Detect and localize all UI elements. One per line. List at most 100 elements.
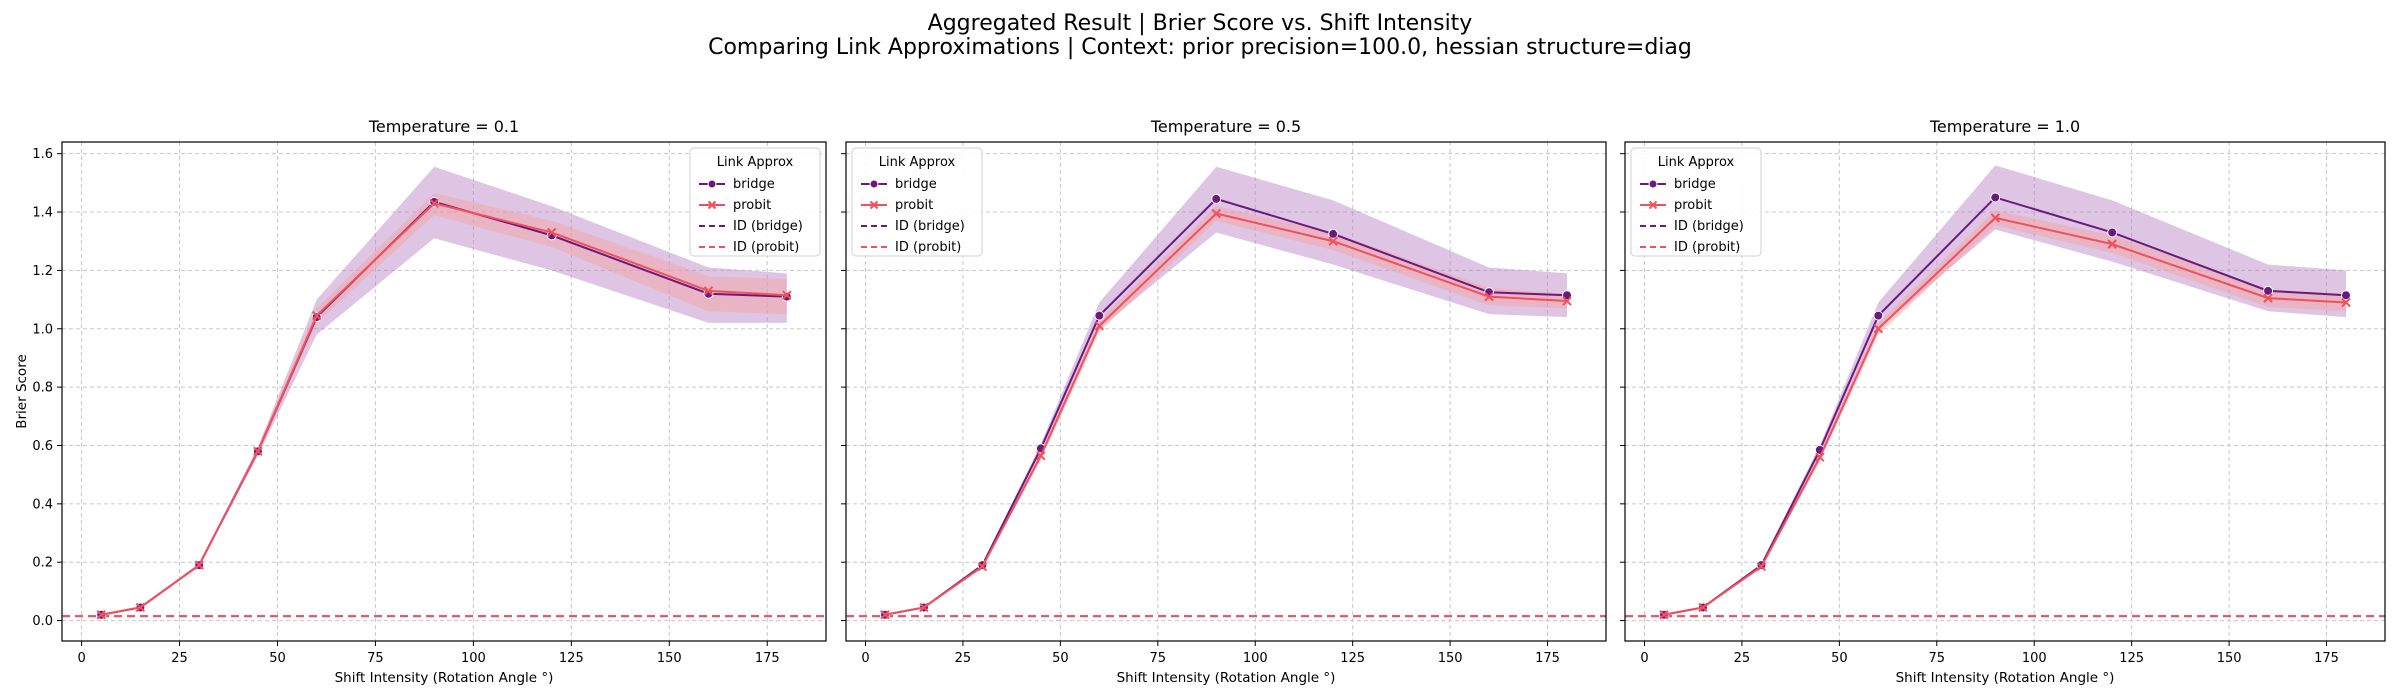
confidence-band-bridge xyxy=(884,166,1568,616)
x-tick-label: 50 xyxy=(1052,651,1069,666)
data-point-probit xyxy=(253,446,263,457)
data-point-bridge xyxy=(1873,310,1884,321)
legend-marker xyxy=(1648,179,1658,189)
x-axis-label: Shift Intensity (Rotation Angle °) xyxy=(335,670,554,686)
data-point-probit xyxy=(1328,236,1338,246)
chart-panel-1: 0 25 50 75 100 125 150 175 0.0 0.2 0.4 0.6 0.8 1.0 1.2… xyxy=(14,117,827,686)
data-point-probit xyxy=(1211,208,1221,219)
legend-marker xyxy=(707,200,717,210)
x-tick-label: 0 xyxy=(1640,651,1648,666)
plot-frame xyxy=(845,141,1607,642)
x-tick-label: 150 xyxy=(657,651,682,666)
legend: Link Approx bridge probit ID (bridge) ID (pr… xyxy=(1630,147,1762,257)
legend-entry-label: ID (probit) xyxy=(733,240,799,255)
y-tick-label: 0.8 xyxy=(32,381,53,396)
data-point-probit xyxy=(977,561,988,572)
y-tick-label: 1.0 xyxy=(32,322,53,337)
legend-entry-label: ID (probit) xyxy=(895,240,961,255)
x-tick-label: 175 xyxy=(755,651,780,666)
x-tick-label: 50 xyxy=(269,651,286,666)
y-tick-label: 1.6 xyxy=(32,147,53,162)
x-tick-label: 25 xyxy=(1734,651,1751,666)
data-point-probit xyxy=(1815,452,1825,462)
legend-entry-label: probit xyxy=(895,198,933,213)
data-point-probit xyxy=(194,560,204,570)
y-axis-label: Brier Score xyxy=(14,354,30,429)
data-point-probit xyxy=(1990,213,2000,223)
chart-panel-2: 0 25 50 75 100 125 150 175 Temperature = 0.5 Shif… xyxy=(841,117,1607,686)
chart-panel-3: 0 25 50 75 100 125 150 175 Temperature = 1.0 Shif… xyxy=(1620,117,2386,686)
data-point-probit xyxy=(547,227,557,238)
x-axis-label: Shift Intensity (Rotation Angle °) xyxy=(1896,670,2115,686)
data-point-probit xyxy=(96,610,106,620)
data-point-bridge xyxy=(1211,193,1222,204)
x-tick-label: 175 xyxy=(1535,651,1560,666)
data-point-probit xyxy=(919,602,929,613)
legend-entry-label: probit xyxy=(733,198,771,213)
plot-frame xyxy=(61,141,827,642)
data-point-probit xyxy=(135,602,146,613)
panel-title: Temperature = 0.5 xyxy=(1150,117,1301,136)
data-point-bridge xyxy=(1094,310,1105,321)
legend-title: Link Approx xyxy=(879,155,956,170)
data-point-probit xyxy=(2263,293,2273,303)
legend-box xyxy=(851,147,983,257)
x-tick-label: 75 xyxy=(367,651,384,666)
legend-marker xyxy=(1648,200,1658,210)
legend-marker xyxy=(869,179,879,189)
legend-title: Link Approx xyxy=(717,155,794,170)
data-point-probit xyxy=(2107,239,2117,249)
x-tick-label: 50 xyxy=(1831,651,1848,666)
confidence-band-probit xyxy=(101,193,787,616)
data-point-probit xyxy=(1756,561,1767,572)
data-point-bridge xyxy=(2263,285,2274,296)
data-point-probit xyxy=(429,198,439,208)
legend: Link Approx bridge probit ID (bridge) ID (pr… xyxy=(851,147,983,257)
x-axis-label: Shift Intensity (Rotation Angle °) xyxy=(1117,670,1336,686)
legend-entry-label: ID (bridge) xyxy=(1674,219,1744,234)
y-tick-label: 0.6 xyxy=(32,439,53,454)
x-tick-label: 75 xyxy=(1150,651,1167,666)
y-tick-label: 0.2 xyxy=(32,556,53,571)
x-tick-label: 75 xyxy=(1929,651,1946,666)
data-point-probit xyxy=(880,610,890,620)
legend-entry-label: bridge xyxy=(1674,177,1716,192)
confidence-band-bridge xyxy=(1663,165,2347,616)
plot-frame xyxy=(1624,141,2386,642)
figure-subtitle: Comparing Link Approximations | Context:… xyxy=(708,35,1692,60)
x-tick-label: 100 xyxy=(2022,651,2047,666)
x-tick-label: 0 xyxy=(77,651,85,666)
data-point-probit xyxy=(1036,450,1046,461)
data-point-probit xyxy=(1698,602,1708,613)
data-point-bridge xyxy=(781,291,792,302)
y-tick-label: 1.2 xyxy=(32,264,53,279)
legend: Link Approx bridge probit ID (bridge) ID (pr… xyxy=(689,147,821,257)
panel-title: Temperature = 0.1 xyxy=(368,117,519,136)
confidence-band-bridge xyxy=(101,166,787,616)
y-tick-label: 0.4 xyxy=(32,497,53,512)
legend-entry-label: ID (bridge) xyxy=(895,219,965,234)
data-point-probit xyxy=(703,286,714,296)
x-tick-label: 0 xyxy=(861,651,869,666)
x-tick-label: 125 xyxy=(1340,651,1365,666)
data-point-probit xyxy=(782,290,792,300)
legend-title: Link Approx xyxy=(1658,155,1735,170)
y-tick-label: 1.4 xyxy=(32,206,53,221)
legend-box xyxy=(689,147,821,257)
legend-entry-label: bridge xyxy=(895,177,937,192)
x-tick-label: 125 xyxy=(559,651,584,666)
data-point-probit xyxy=(1873,324,1884,334)
legend-marker xyxy=(869,200,879,210)
data-point-probit xyxy=(1484,291,1494,302)
legend-box xyxy=(1630,147,1762,257)
x-tick-label: 125 xyxy=(2119,651,2144,666)
data-point-probit xyxy=(311,310,322,321)
x-tick-label: 100 xyxy=(1243,651,1268,666)
x-tick-label: 150 xyxy=(2217,651,2242,666)
x-tick-label: 150 xyxy=(1438,651,1463,666)
data-point-probit xyxy=(1562,296,1572,306)
figure-title: Aggregated Result | Brier Score vs. Shif… xyxy=(927,11,1473,36)
data-point-bridge xyxy=(2107,227,2118,238)
legend-entry-label: ID (probit) xyxy=(1674,240,1740,255)
